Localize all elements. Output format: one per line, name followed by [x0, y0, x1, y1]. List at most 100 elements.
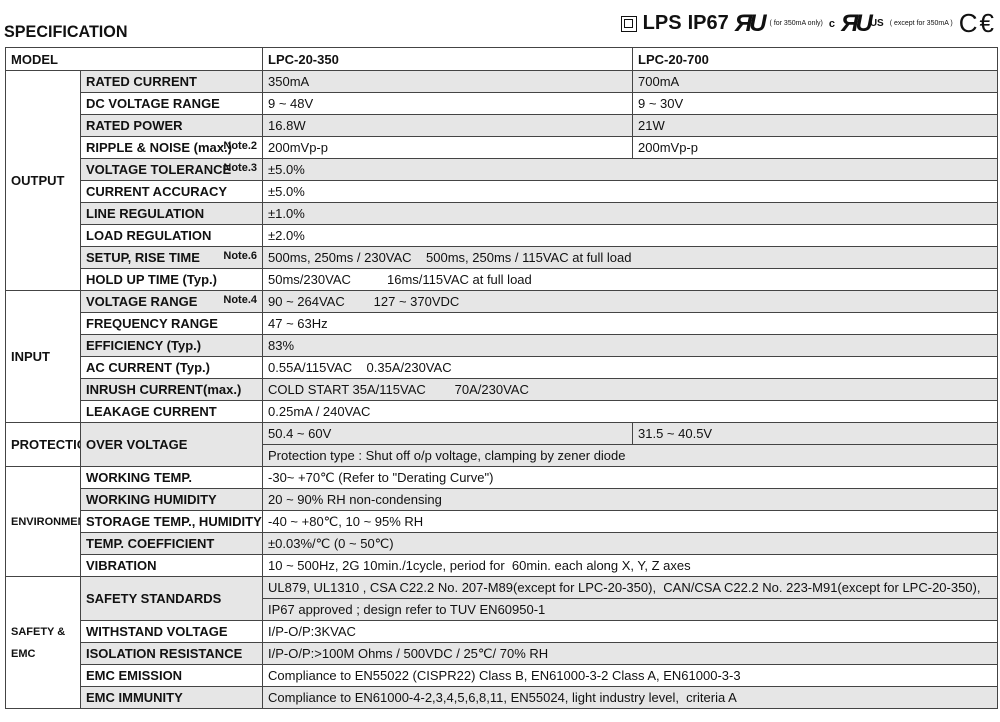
spec-label: STORAGE TEMP., HUMIDITY — [79, 510, 264, 533]
spec-value: Compliance to EN55022 (CISPR22) Class B,… — [262, 664, 998, 687]
spec-label-text: OVER VOLTAGE — [86, 437, 188, 452]
spec-label-text: EMC EMISSION — [86, 668, 183, 683]
spec-value: 50ms/230VAC 16ms/115VAC at full load — [262, 268, 998, 291]
spec-value-col2: 700mA — [632, 70, 998, 93]
spec-row: Note.3 VOLTAGE TOLERANCE ±5.0% — [6, 158, 998, 181]
spec-row-continued: Protection type : Shut off o/p voltage, … — [6, 444, 998, 467]
spec-row: DC VOLTAGE RANGE 9 ~ 48V 9 ~ 30V — [6, 92, 998, 115]
spec-row: LINE REGULATION ±1.0% — [6, 202, 998, 225]
spec-row: EMC EMISSION Compliance to EN55022 (CISPR… — [6, 664, 998, 687]
spec-label: WORKING HUMIDITY — [79, 488, 264, 511]
spec-value: ±2.0% — [262, 224, 998, 247]
spec-label-text: RIPPLE & NOISE (max.) — [86, 140, 232, 155]
spec-label: ISOLATION RESISTANCE — [79, 642, 264, 665]
spec-value: ±0.03%/℃ (0 ~ 50℃) — [262, 532, 998, 555]
spec-value-col2: 200mVp-p — [632, 136, 998, 159]
spec-label: EFFICIENCY (Typ.) — [79, 334, 264, 357]
spec-row: AC CURRENT (Typ.) 0.55A/115VAC 0.35A/230V… — [6, 356, 998, 379]
spec-row: CURRENT ACCURACY ±5.0% — [6, 180, 998, 203]
spec-label: EMC IMMUNITY — [79, 686, 264, 709]
note-ref: Note.3 — [223, 162, 258, 174]
double-insulation-icon — [620, 15, 637, 32]
group-safety-emc: SAFETY & EMC — [5, 576, 81, 709]
spec-value: 500ms, 250ms / 230VAC 500ms, 250ms / 115… — [262, 246, 998, 269]
spec-label-text: DC VOLTAGE RANGE — [86, 96, 220, 111]
model-label: MODEL — [4, 47, 264, 71]
spec-value: UL879, UL1310 , CSA C22.2 No. 207-M89(ex… — [262, 576, 998, 599]
spec-label: LEAKAGE CURRENT — [79, 400, 264, 423]
cul-us-icon: ЯU — [840, 9, 873, 37]
spec-label-text: SETUP, RISE TIME — [86, 250, 200, 265]
spec-row: HOLD UP TIME (Typ.) 50ms/230VAC 16ms/115V… — [6, 268, 998, 291]
spec-value: 10 ~ 500Hz, 2G 10min./1cycle, period for… — [262, 554, 998, 577]
spec-value: ±5.0% — [262, 158, 998, 181]
group-input: INPUT — [5, 290, 81, 423]
spec-value: 83% — [262, 334, 998, 357]
spec-label: FREQUENCY RANGE — [79, 312, 264, 335]
spec-row: OUTPUT RATED CURRENT 350mA 700mA — [5, 70, 998, 291]
spec-value: 16.8W — [262, 114, 634, 137]
spec-label: WORKING TEMP. — [79, 466, 264, 489]
spec-value: 47 ~ 63Hz — [262, 312, 998, 335]
spec-label-text: HOLD UP TIME (Typ.) — [86, 272, 217, 287]
group-label: INPUT — [11, 349, 50, 364]
spec-label-text: RATED POWER — [86, 118, 183, 133]
spec-label-text: LEAKAGE CURRENT — [86, 404, 217, 419]
spec-label-text: ISOLATION RESISTANCE — [86, 646, 243, 661]
spec-row: INRUSH CURRENT(max.) COLD START 35A/115VA… — [6, 378, 998, 401]
spec-label: WITHSTAND VOLTAGE — [79, 620, 264, 643]
model-row: MODEL LPC-20-350 LPC-20-700 — [4, 47, 998, 71]
spec-row: ENVIRONMENT WORKING TEMP. -30~ +70℃ (Refer… — [5, 466, 998, 577]
spec-value: 50.4 ~ 60V — [262, 422, 634, 445]
spec-row: RATED POWER 16.8W 21W — [6, 114, 998, 137]
group-environment: ENVIRONMENT — [5, 466, 81, 577]
spec-label-text: VOLTAGE RANGE — [86, 294, 198, 309]
spec-value: ±1.0% — [262, 202, 998, 225]
spec-row-continued: IP67 approved ; design refer to TUV EN60… — [6, 598, 998, 621]
spec-row: EFFICIENCY (Typ.) 83% — [6, 334, 998, 357]
spec-label-text: VOLTAGE TOLERANCE — [86, 162, 232, 177]
spec-value: 0.25mA / 240VAC — [262, 400, 998, 423]
spec-label: LINE REGULATION — [79, 202, 264, 225]
spec-value: ±5.0% — [262, 180, 998, 203]
spec-value: -40 ~ +80℃, 10 ~ 95% RH — [262, 510, 998, 533]
note-ref: Note.6 — [223, 250, 258, 262]
spec-value: 9 ~ 48V — [262, 92, 634, 115]
spec-label-text: WITHSTAND VOLTAGE — [86, 624, 228, 639]
spec-value: COLD START 35A/115VAC 70A/230VAC — [262, 378, 998, 401]
spec-label-text: WORKING HUMIDITY — [86, 492, 217, 507]
page-title: SPECIFICATION — [4, 22, 128, 41]
spec-label: Note.6 SETUP, RISE TIME — [79, 246, 264, 269]
cul-note: ( except for 350mA ) — [889, 20, 953, 27]
spec-label: INRUSH CURRENT(max.) — [79, 378, 264, 401]
group-output: OUTPUT — [5, 70, 81, 291]
spec-label-text: LOAD REGULATION — [86, 228, 212, 243]
note-ref: Note.2 — [223, 140, 258, 152]
spec-label-text: INRUSH CURRENT(max.) — [86, 382, 242, 397]
spec-value-col2: 31.5 ~ 40.5V — [632, 422, 998, 445]
spec-label-text: LINE REGULATION — [86, 206, 205, 221]
spec-row: INPUT Note.4 VOLTAGE RANGE 90 ~ 264VAC 127 … — [5, 290, 998, 423]
spec-value-col2: 9 ~ 30V — [632, 92, 998, 115]
spec-value-col2: 21W — [632, 114, 998, 137]
spec-row: STORAGE TEMP., HUMIDITY -40 ~ +80℃, 10 ~ … — [6, 510, 998, 533]
spec-label: TEMP. COEFFICIENT — [79, 532, 264, 555]
spec-row: WITHSTAND VOLTAGE I/P-O/P:3KVAC — [6, 620, 998, 643]
spec-label-text: SAFETY STANDARDS — [86, 591, 222, 606]
spec-label: EMC EMISSION — [79, 664, 264, 687]
spec-label-text: RATED CURRENT — [86, 74, 197, 89]
spec-value: 90 ~ 264VAC 127 ~ 370VDC — [262, 290, 998, 313]
spec-row: VIBRATION 10 ~ 500Hz, 2G 10min./1cycle, p… — [6, 554, 998, 577]
spec-row: LEAKAGE CURRENT 0.25mA / 240VAC — [6, 400, 998, 423]
spec-row: LOAD REGULATION ±2.0% — [6, 224, 998, 247]
note-ref: Note.4 — [223, 294, 258, 306]
spec-row: TEMP. COEFFICIENT ±0.03%/℃ (0 ~ 50℃) — [6, 532, 998, 555]
spec-label: RATED POWER — [79, 114, 264, 137]
spec-value: -30~ +70℃ (Refer to "Derating Curve") — [262, 466, 998, 489]
spec-label: OVER VOLTAGE — [79, 422, 264, 467]
spec-row: WORKING HUMIDITY 20 ~ 90% RH non-condensi… — [6, 488, 998, 511]
spec-table: MODEL LPC-20-350 LPC-20-700 OUTPUT RATED … — [4, 47, 998, 709]
spec-label: Note.4 VOLTAGE RANGE — [79, 290, 264, 313]
spec-label: HOLD UP TIME (Typ.) — [79, 268, 264, 291]
spec-label: SAFETY STANDARDS — [79, 576, 264, 621]
